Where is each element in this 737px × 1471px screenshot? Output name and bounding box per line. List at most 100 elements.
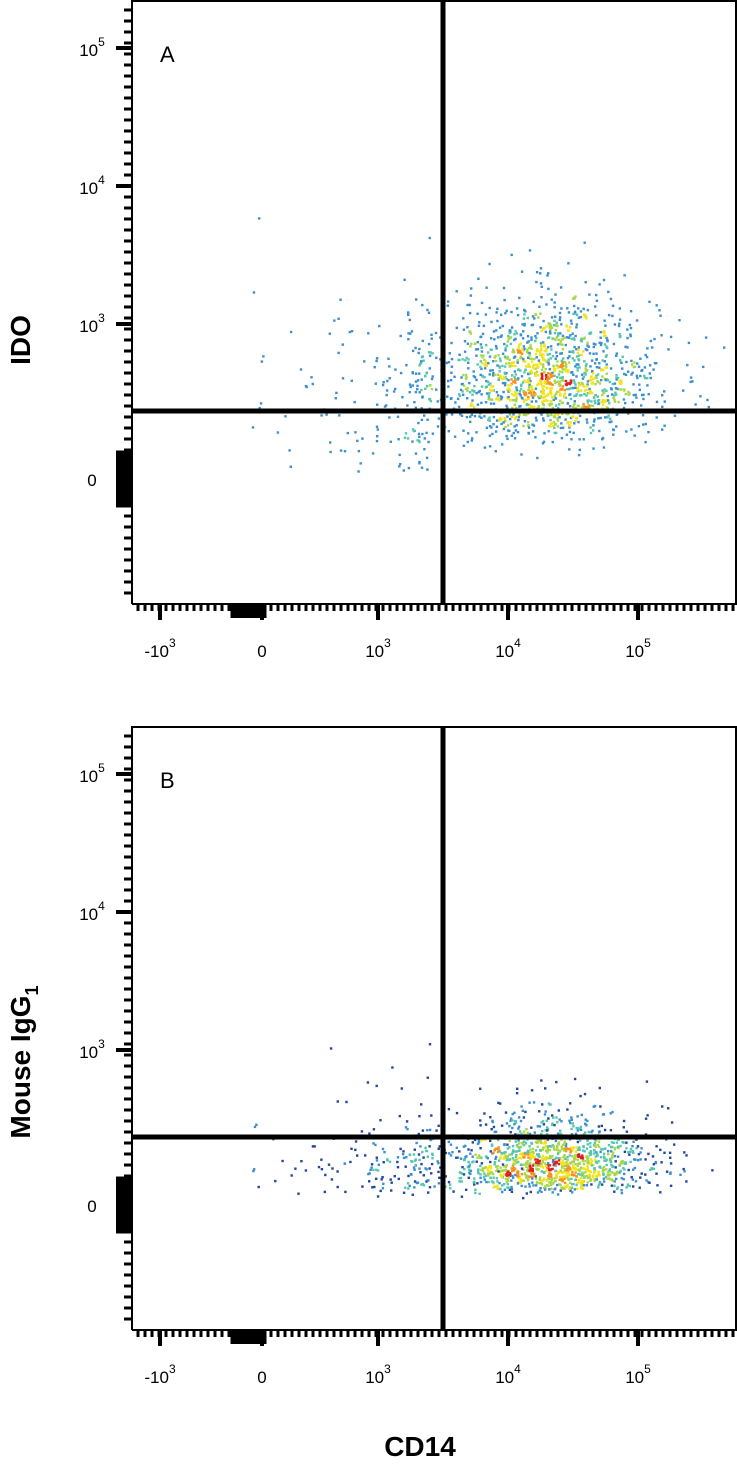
x-tick-base: 10 (625, 642, 644, 661)
event-dot (534, 372, 538, 375)
event-dot (629, 333, 632, 336)
event-dot (517, 1125, 521, 1128)
event-dot (586, 341, 589, 345)
event-dot (368, 1180, 371, 1183)
event-dot (547, 375, 550, 378)
event-dot (486, 1169, 489, 1172)
event-dot (381, 383, 385, 387)
event-dot (552, 421, 556, 424)
event-dot (430, 1114, 433, 1117)
event-dot (519, 357, 522, 360)
event-dot (527, 1153, 530, 1156)
event-dot (527, 379, 530, 382)
event-dot (602, 1155, 606, 1159)
event-dot (580, 340, 584, 343)
event-dot (627, 393, 630, 396)
event-dot (339, 449, 343, 452)
event-dot (545, 360, 548, 363)
event-dot (639, 1151, 642, 1154)
event-dot (601, 393, 604, 397)
event-dot (407, 313, 410, 316)
event-dot (582, 1172, 585, 1175)
event-dot (372, 1142, 375, 1145)
event-dot (595, 366, 599, 369)
event-dot (398, 465, 401, 468)
event-dot (574, 295, 577, 298)
event-dot (477, 1139, 480, 1142)
event-dot (537, 382, 540, 385)
event-dot (488, 434, 492, 437)
event-dot (586, 1168, 590, 1171)
event-dot (615, 354, 618, 357)
event-dot (527, 372, 530, 376)
event-dot (660, 334, 663, 337)
event-dot (551, 355, 555, 358)
event-dot (546, 414, 549, 417)
event-dot (482, 1138, 486, 1141)
event-dot (437, 1162, 440, 1165)
event-dot (480, 346, 483, 349)
event-dot (428, 1186, 432, 1189)
event-dot (478, 389, 481, 393)
event-dot (619, 1163, 622, 1166)
event-dot (635, 396, 638, 399)
event-dot (635, 374, 639, 377)
event-dot (577, 453, 581, 457)
event-dot (462, 444, 466, 447)
event-dot (419, 1171, 422, 1174)
event-dot (574, 312, 577, 315)
event-dot (427, 440, 430, 444)
event-dot (517, 377, 520, 380)
event-dot (532, 367, 536, 370)
event-dot (564, 343, 567, 347)
event-dot (514, 1120, 517, 1123)
event-dot (462, 384, 466, 387)
event-dot (589, 1142, 592, 1145)
event-dot (569, 1151, 572, 1154)
event-dot (575, 348, 578, 351)
event-dot (521, 347, 524, 351)
event-dot (613, 1148, 617, 1151)
event-dot (590, 1131, 593, 1134)
event-dot (404, 1165, 407, 1168)
event-dot (399, 463, 402, 466)
event-dot (605, 354, 608, 357)
event-dot (597, 1170, 600, 1174)
event-dot (568, 387, 571, 391)
event-dot (579, 1125, 582, 1129)
event-dot (428, 1043, 432, 1046)
event-dot (546, 1151, 549, 1154)
event-dot (523, 420, 527, 423)
event-dot (542, 356, 545, 360)
event-dot (568, 1186, 572, 1189)
event-dot (576, 1164, 579, 1167)
event-dot (411, 371, 414, 374)
event-dot (560, 422, 563, 425)
event-dot (522, 1156, 526, 1159)
event-dot (414, 380, 418, 383)
event-dot (552, 323, 556, 327)
event-dot (673, 1143, 676, 1146)
event-dot (376, 428, 379, 431)
event-dot (658, 309, 661, 312)
event-dot (616, 1171, 619, 1175)
event-dot (510, 326, 514, 329)
event-dot (596, 1154, 599, 1157)
event-dot (477, 1141, 481, 1144)
event-dot (589, 378, 593, 382)
event-dot (499, 335, 503, 338)
x-tick-label: 104 (495, 1362, 521, 1387)
event-dot (564, 383, 568, 386)
event-dot (583, 392, 586, 396)
event-dot (411, 349, 415, 353)
event-dot (559, 332, 562, 335)
event-dot (458, 1150, 461, 1153)
event-dot (535, 370, 539, 373)
event-dot (526, 396, 530, 399)
event-dot (536, 374, 540, 377)
event-dot (576, 366, 579, 370)
y-tick-base: 10 (79, 1043, 98, 1062)
event-dot (562, 357, 565, 360)
event-dot (571, 415, 574, 419)
